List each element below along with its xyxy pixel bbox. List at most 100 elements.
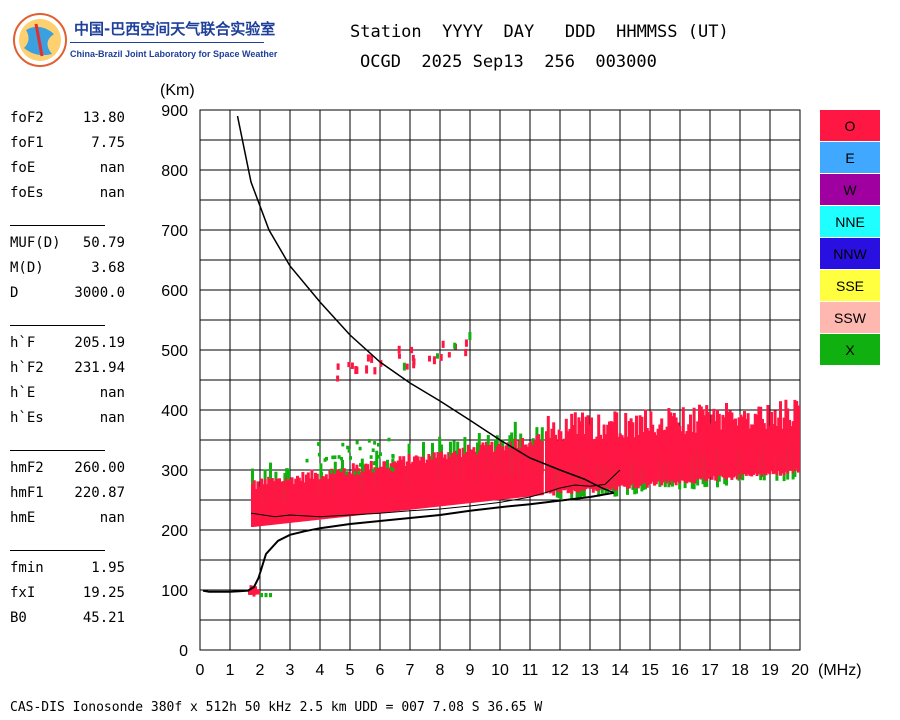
echo-point bbox=[582, 434, 586, 491]
echo-point bbox=[333, 455, 337, 460]
x-tick-label: 12 bbox=[551, 662, 569, 679]
echo-point bbox=[575, 433, 579, 493]
x-tick-label: 20 bbox=[791, 662, 809, 679]
echo-point bbox=[540, 441, 544, 496]
echo-point bbox=[773, 410, 777, 474]
echo-point bbox=[441, 457, 445, 507]
echo-point bbox=[510, 441, 514, 499]
echo-point bbox=[584, 416, 588, 490]
x-tick-label: 14 bbox=[611, 662, 629, 679]
echo-point bbox=[739, 414, 743, 480]
echo-point bbox=[329, 469, 333, 474]
echo-point bbox=[251, 484, 254, 527]
echo-point bbox=[721, 414, 725, 478]
x-tick-label: 19 bbox=[761, 662, 779, 679]
echo-point bbox=[771, 423, 775, 475]
echo-point bbox=[351, 463, 355, 516]
echo-point bbox=[393, 461, 397, 512]
echo-point bbox=[411, 461, 415, 510]
echo-point bbox=[524, 444, 528, 497]
echo-point bbox=[728, 410, 732, 478]
echo-point bbox=[303, 482, 307, 522]
echo-point bbox=[692, 407, 696, 484]
echo-point bbox=[555, 440, 559, 492]
echo-point bbox=[299, 480, 303, 522]
echo-point bbox=[373, 367, 377, 375]
echo-point bbox=[427, 454, 431, 508]
echo-point bbox=[391, 458, 395, 463]
echo-point bbox=[370, 354, 374, 363]
echo-point bbox=[339, 469, 343, 518]
echo-point bbox=[301, 472, 305, 522]
echo-point bbox=[398, 456, 402, 511]
echo-point bbox=[261, 484, 265, 526]
echo-point bbox=[602, 424, 606, 491]
echo-point bbox=[640, 416, 644, 486]
echo-point bbox=[454, 450, 458, 505]
echo-point bbox=[391, 467, 395, 472]
echo-point bbox=[526, 446, 530, 497]
echo-point bbox=[252, 480, 256, 527]
echo-point bbox=[272, 481, 276, 525]
echo-point bbox=[770, 411, 773, 472]
echo-point bbox=[789, 426, 793, 471]
echo-point bbox=[350, 362, 354, 369]
echo-point bbox=[761, 419, 764, 477]
echo-point bbox=[279, 481, 283, 524]
y-tick-label: 800 bbox=[161, 163, 188, 180]
echo-point bbox=[490, 441, 494, 501]
lab-logo: 中国-巴西空间天气联合实验室 China-Brazil Joint Labora… bbox=[12, 12, 277, 72]
echo-point bbox=[359, 472, 362, 516]
echo-point bbox=[260, 478, 263, 527]
echo-point bbox=[452, 451, 456, 505]
echo-point bbox=[683, 434, 687, 483]
echo-point bbox=[642, 432, 646, 484]
x-tick-label: 13 bbox=[581, 662, 599, 679]
lab-name-english: China-Brazil Joint Laboratory for Space … bbox=[70, 49, 278, 59]
x-tick-label: 7 bbox=[406, 662, 415, 679]
echo-point bbox=[588, 424, 592, 489]
echo-point bbox=[346, 445, 350, 450]
echo-point bbox=[690, 432, 694, 483]
echo-point bbox=[449, 457, 452, 506]
echo-point bbox=[380, 466, 384, 513]
echo-point bbox=[681, 407, 685, 481]
echo-point bbox=[341, 468, 344, 518]
profile-curves bbox=[202, 115, 621, 593]
echo-point bbox=[310, 469, 314, 521]
echo-point bbox=[305, 458, 309, 463]
echo-point bbox=[463, 454, 467, 504]
echo-point bbox=[385, 464, 389, 469]
echo-point bbox=[590, 417, 593, 489]
y-axis-label: (Km) bbox=[160, 82, 195, 99]
x-tick-label: 18 bbox=[731, 662, 749, 679]
echo-point bbox=[355, 366, 359, 374]
echo-point bbox=[680, 431, 683, 481]
echo-point bbox=[766, 405, 770, 474]
echo-point bbox=[429, 456, 433, 508]
echo-point bbox=[319, 479, 323, 520]
echo-point bbox=[791, 421, 795, 474]
echo-point bbox=[416, 456, 420, 509]
echo-point bbox=[472, 447, 476, 503]
legend-item-ssw: SSW bbox=[820, 302, 880, 333]
echo-point bbox=[609, 421, 613, 491]
echo-point bbox=[423, 463, 427, 508]
param-divider bbox=[10, 450, 105, 451]
echo-point bbox=[371, 468, 375, 473]
echo-point bbox=[531, 445, 535, 497]
echo-point bbox=[474, 451, 478, 503]
echo-point bbox=[638, 415, 642, 486]
y-tick-label: 0 bbox=[179, 643, 188, 660]
echo-point bbox=[604, 434, 608, 489]
echo-point bbox=[306, 472, 310, 521]
echo-point bbox=[629, 418, 633, 486]
echo-point bbox=[376, 442, 380, 447]
echo-point bbox=[324, 474, 328, 519]
echo-point bbox=[485, 441, 488, 502]
echo-point bbox=[651, 424, 655, 482]
echo-point bbox=[434, 457, 438, 507]
echo-point bbox=[464, 348, 468, 357]
echo-point bbox=[723, 417, 727, 479]
y-tick-label: 700 bbox=[161, 223, 188, 240]
